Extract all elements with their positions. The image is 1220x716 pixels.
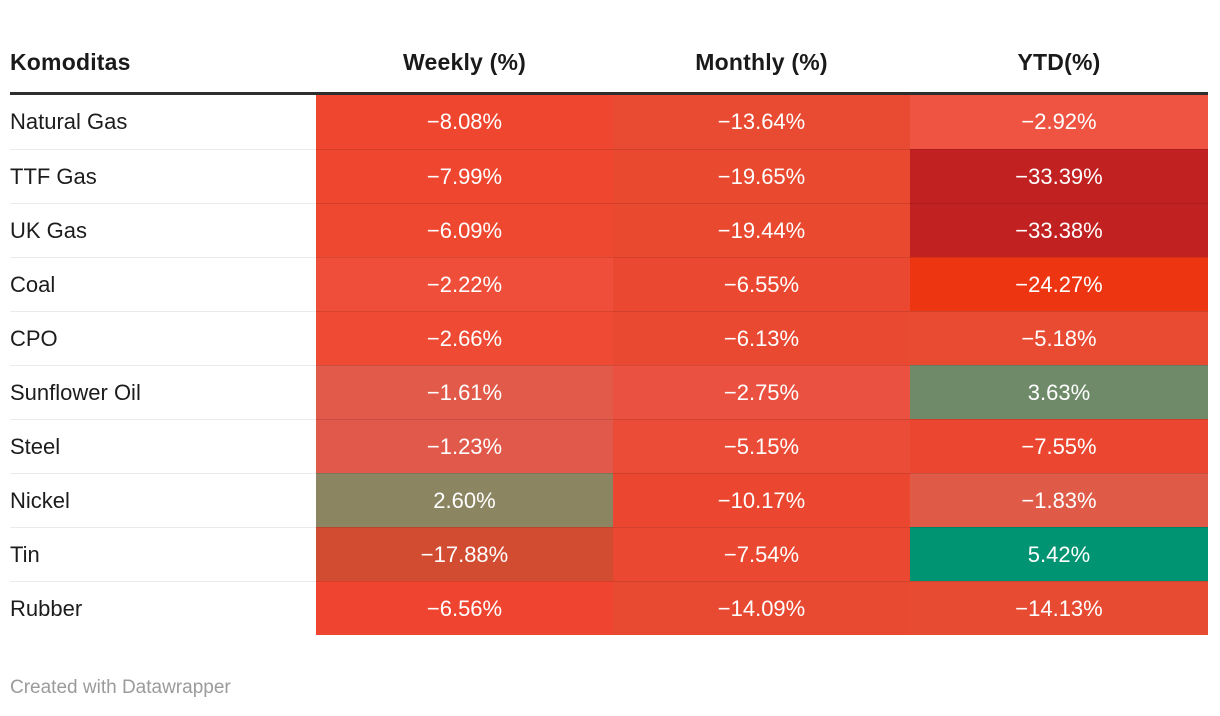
table-row: Steel −1.23% −5.15% −7.55% (10, 419, 1208, 473)
table-row: CPO −2.66% −6.13% −5.18% (10, 311, 1208, 365)
table-row: Tin −17.88% −7.54% 5.42% (10, 527, 1208, 581)
heatmap-cell: −33.38% (910, 203, 1208, 257)
table-row: Rubber −6.56% −14.09% −14.13% (10, 581, 1208, 635)
row-label: Sunflower Oil (10, 365, 316, 419)
heatmap-cell: −7.99% (316, 149, 613, 203)
row-label: Natural Gas (10, 95, 316, 149)
heatmap-cell: −2.22% (316, 257, 613, 311)
column-header-komoditas: Komoditas (10, 49, 131, 75)
column-header-ytd: YTD(%) (1017, 49, 1101, 75)
heatmap-cell: −5.18% (910, 311, 1208, 365)
datawrapper-credit: Created with Datawrapper (10, 677, 231, 698)
heatmap-cell: −2.92% (910, 95, 1208, 149)
column-header-weekly: Weekly (%) (402, 49, 526, 75)
row-label: UK Gas (10, 203, 316, 257)
table-row: Sunflower Oil −1.61% −2.75% 3.63% (10, 365, 1208, 419)
heatmap-cell: −2.66% (316, 311, 613, 365)
heatmap-cell: −19.65% (613, 149, 910, 203)
row-label: Coal (10, 257, 316, 311)
heatmap-cell: −5.15% (613, 419, 910, 473)
heatmap-cell: −19.44% (613, 203, 910, 257)
heatmap-cell: −1.61% (316, 365, 613, 419)
heatmap-cell: −14.13% (910, 581, 1208, 635)
table-row: UK Gas −6.09% −19.44% −33.38% (10, 203, 1208, 257)
table-body: Natural Gas −8.08% −13.64% −2.92% TTF Gas −7.… (10, 95, 1208, 635)
heatmap-cell: −6.55% (613, 257, 910, 311)
table-row: Nickel 2.60% −10.17% −1.83% (10, 473, 1208, 527)
column-header-monthly: Monthly (%) (695, 49, 828, 75)
heatmap-cell: −1.83% (910, 473, 1208, 527)
table-row: TTF Gas −7.99% −19.65% −33.39% (10, 149, 1208, 203)
heatmap-cell: −13.64% (613, 95, 910, 149)
row-label: Nickel (10, 473, 316, 527)
heatmap-cell: −6.13% (613, 311, 910, 365)
heatmap-cell: −6.09% (316, 203, 613, 257)
heatmap-cell: −7.54% (613, 527, 910, 581)
heatmap-cell: −24.27% (910, 257, 1208, 311)
row-label: Steel (10, 419, 316, 473)
row-label: Rubber (10, 581, 316, 635)
table-row: Coal −2.22% −6.55% −24.27% (10, 257, 1208, 311)
row-label: CPO (10, 311, 316, 365)
heatmap-cell: 3.63% (910, 365, 1208, 419)
heatmap-cell: −2.75% (613, 365, 910, 419)
heatmap-cell: −10.17% (613, 473, 910, 527)
heatmap-cell: −6.56% (316, 581, 613, 635)
heatmap-cell: −7.55% (910, 419, 1208, 473)
heatmap-cell: −8.08% (316, 95, 613, 149)
row-label: Tin (10, 527, 316, 581)
table-row: Natural Gas −8.08% −13.64% −2.92% (10, 95, 1208, 149)
heatmap-cell: 2.60% (316, 473, 613, 527)
heatmap-cell: −17.88% (316, 527, 613, 581)
heatmap-cell: −14.09% (613, 581, 910, 635)
heatmap-cell: 5.42% (910, 527, 1208, 581)
row-label: TTF Gas (10, 149, 316, 203)
table-header-row: Komoditas Weekly (%) Monthly (%) YTD(%) (10, 0, 1208, 95)
heatmap-cell: −33.39% (910, 149, 1208, 203)
heatmap-cell: −1.23% (316, 419, 613, 473)
